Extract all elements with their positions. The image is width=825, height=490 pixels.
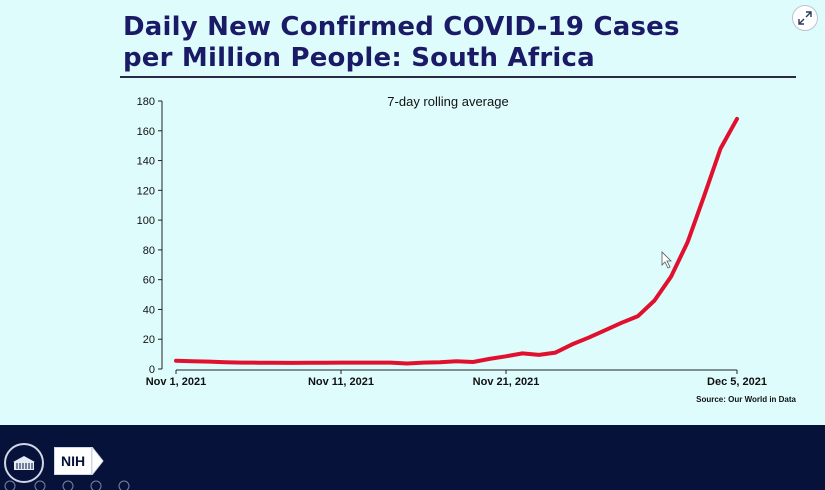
y-tick-label: 60 xyxy=(143,275,155,287)
mouse-cursor-icon xyxy=(661,251,672,269)
x-tick-label: Nov 11, 2021 xyxy=(308,376,374,388)
y-tick-label: 100 xyxy=(137,215,155,227)
control-icon[interactable] xyxy=(4,480,16,490)
y-tick-label: 40 xyxy=(143,304,155,316)
slide-title-line-2: per Million People: South Africa xyxy=(123,43,595,73)
control-icon[interactable] xyxy=(118,480,130,490)
series-line xyxy=(174,116,739,366)
x-tick-label: Nov 1, 2021 xyxy=(146,376,207,388)
white-house-logo xyxy=(4,443,44,483)
control-icon[interactable] xyxy=(90,480,102,490)
y-axis: 0 20 40 60 80 100 120 140 160 180 xyxy=(137,96,163,376)
y-tick-label: 80 xyxy=(143,245,155,257)
y-tick-label: 180 xyxy=(137,96,155,108)
nih-chevron-icon xyxy=(92,447,104,475)
nih-logo-text: NIH xyxy=(54,447,93,475)
source-label: Source: Our World in Data xyxy=(696,395,796,404)
y-tick-label: 0 xyxy=(149,364,155,376)
nih-logo: NIH xyxy=(54,447,104,475)
control-icon[interactable] xyxy=(62,480,74,490)
slide: Daily New Confirmed COVID-19 Cases per M… xyxy=(120,5,818,404)
series-group xyxy=(174,116,739,366)
slide-title: Daily New Confirmed COVID-19 Cases per M… xyxy=(123,12,680,74)
line-chart: 7-day rolling average 0 20 40 60 80 100 120 140… xyxy=(137,94,797,404)
expand-icon xyxy=(798,11,812,25)
y-tick-label: 20 xyxy=(143,334,155,346)
x-tick-label: Nov 21, 2021 xyxy=(473,376,540,388)
player-controls[interactable] xyxy=(0,478,140,490)
white-house-icon xyxy=(13,456,35,470)
y-tick-label: 160 xyxy=(137,126,155,138)
x-tick-label: Dec 5, 2021 xyxy=(707,376,767,388)
y-tick-label: 120 xyxy=(137,185,155,197)
footer-bar xyxy=(0,425,825,490)
y-tick-label: 140 xyxy=(137,156,155,168)
title-underline xyxy=(120,76,796,78)
expand-button[interactable] xyxy=(792,5,818,31)
slide-title-line-1: Daily New Confirmed COVID-19 Cases xyxy=(123,12,680,42)
control-icon[interactable] xyxy=(34,480,46,490)
chart-subtitle: 7-day rolling average xyxy=(387,94,508,109)
x-axis: Nov 1, 2021 Nov 11, 2021 Nov 21, 2021 Dec 5… xyxy=(146,369,767,388)
